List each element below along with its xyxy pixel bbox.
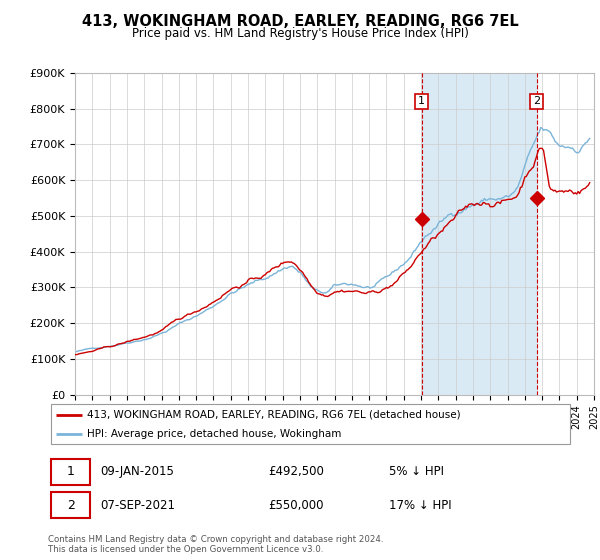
Text: HPI: Average price, detached house, Wokingham: HPI: Average price, detached house, Woki… bbox=[88, 429, 342, 439]
Text: 1: 1 bbox=[418, 96, 425, 106]
Text: 07-SEP-2021: 07-SEP-2021 bbox=[101, 499, 176, 512]
Text: 2: 2 bbox=[533, 96, 540, 106]
Text: Contains HM Land Registry data © Crown copyright and database right 2024.
This d: Contains HM Land Registry data © Crown c… bbox=[48, 535, 383, 554]
FancyBboxPatch shape bbox=[50, 459, 90, 485]
FancyBboxPatch shape bbox=[50, 404, 571, 444]
Text: £492,500: £492,500 bbox=[269, 465, 325, 478]
Text: £550,000: £550,000 bbox=[269, 499, 324, 512]
Bar bbox=[422, 73, 536, 395]
Text: 2: 2 bbox=[67, 499, 74, 512]
Text: 5% ↓ HPI: 5% ↓ HPI bbox=[389, 465, 444, 478]
Text: 413, WOKINGHAM ROAD, EARLEY, READING, RG6 7EL: 413, WOKINGHAM ROAD, EARLEY, READING, RG… bbox=[82, 14, 518, 29]
Text: 17% ↓ HPI: 17% ↓ HPI bbox=[389, 499, 452, 512]
Text: Price paid vs. HM Land Registry's House Price Index (HPI): Price paid vs. HM Land Registry's House … bbox=[131, 27, 469, 40]
Text: 413, WOKINGHAM ROAD, EARLEY, READING, RG6 7EL (detached house): 413, WOKINGHAM ROAD, EARLEY, READING, RG… bbox=[88, 409, 461, 419]
Text: 09-JAN-2015: 09-JAN-2015 bbox=[101, 465, 175, 478]
FancyBboxPatch shape bbox=[50, 492, 90, 519]
Text: 1: 1 bbox=[67, 465, 74, 478]
